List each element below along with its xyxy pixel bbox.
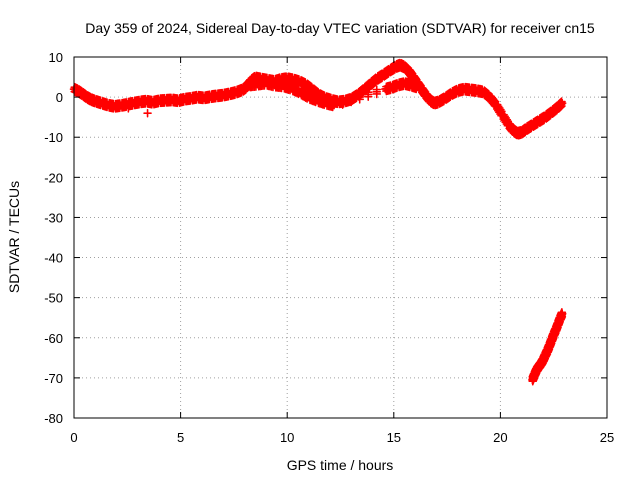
x-tick-labels: 0 5 10 15 20 25	[70, 430, 614, 445]
series-cn15-outliers	[124, 104, 152, 118]
grid-layer	[74, 57, 607, 418]
data-marks	[69, 58, 567, 386]
y-tick-label: -50	[44, 291, 63, 306]
y-tick-labels: 10 0 -10 -20 -30 -40 -50 -60 -70 -80	[44, 50, 63, 426]
data-point	[329, 100, 339, 110]
data-point	[124, 104, 133, 113]
data-point	[557, 98, 567, 108]
x-tick-label: 0	[70, 430, 77, 445]
y-tick-label: 0	[56, 90, 63, 105]
y-tick-label: -20	[44, 170, 63, 185]
y-tick-label: -10	[44, 130, 63, 145]
data-point	[338, 100, 347, 109]
y-tick-label: -80	[44, 411, 63, 426]
y-tick-label: -60	[44, 331, 63, 346]
data-point	[557, 309, 567, 319]
y-tick-label: -70	[44, 371, 63, 386]
plot-frame	[73, 56, 608, 419]
x-tick-label: 25	[600, 430, 614, 445]
data-point	[372, 89, 382, 99]
data-point	[346, 97, 356, 107]
x-axis-title: GPS time / hours	[287, 457, 394, 473]
x-tick-label: 15	[387, 430, 401, 445]
data-point	[363, 92, 373, 101]
x-tick-label: 5	[177, 430, 184, 445]
x-tick-label: 10	[280, 430, 294, 445]
data-point	[143, 108, 152, 118]
series-cn15-descending-segment	[528, 308, 567, 386]
data-point	[355, 95, 364, 104]
y-tick-label: -40	[44, 251, 63, 266]
tick-marks	[73, 56, 608, 419]
series-cn15-secondary-track	[244, 76, 422, 112]
x-tick-label: 20	[493, 430, 507, 445]
y-tick-label: -30	[44, 210, 63, 225]
y-axis-title: SDTVAR / TECUs	[6, 181, 22, 293]
y-tick-label: 10	[49, 50, 63, 65]
chart-title: Day 359 of 2024, Sidereal Day-to-day VTE…	[85, 20, 595, 36]
data-point	[412, 82, 422, 92]
